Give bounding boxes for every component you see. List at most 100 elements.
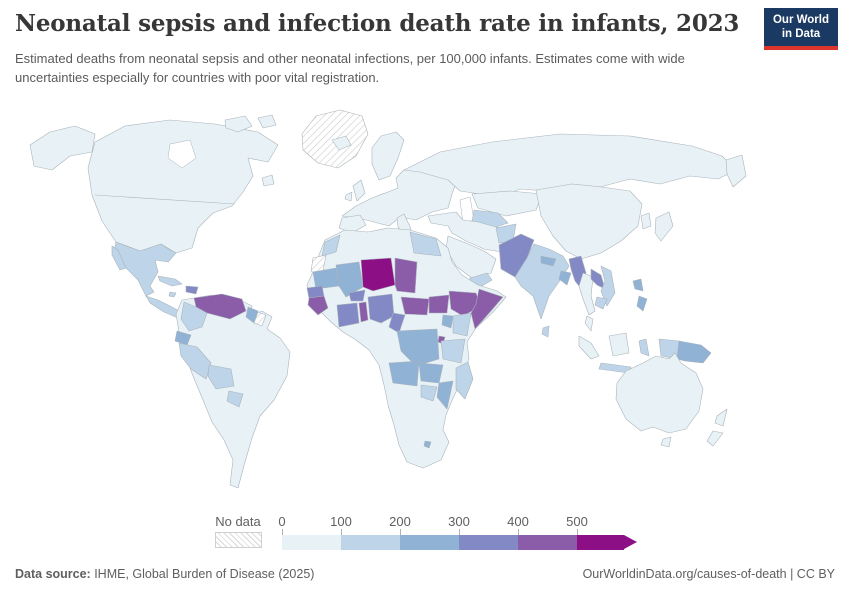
legend-tick-mark xyxy=(518,529,519,536)
country-tanzania[interactable] xyxy=(440,338,466,364)
country-papua-new-guinea[interactable] xyxy=(676,340,712,364)
country-bolivia[interactable] xyxy=(207,364,235,390)
country-zambia[interactable] xyxy=(418,362,444,384)
legend-tick-mark xyxy=(459,529,460,536)
country-haiti[interactable] xyxy=(185,285,199,295)
country-kenya[interactable] xyxy=(452,312,472,337)
region-cote-divoire-ghana[interactable] xyxy=(336,302,360,328)
legend-tick-label-400: 400 xyxy=(507,514,529,529)
country-suriname[interactable] xyxy=(253,311,267,327)
region-benin-togo[interactable] xyxy=(358,301,369,323)
country-china[interactable] xyxy=(535,183,643,260)
no-data-hatch-swatch[interactable] xyxy=(215,532,262,548)
country-philippines[interactable] xyxy=(632,278,644,292)
legend-tick-mark xyxy=(577,529,578,536)
country-new-zealand[interactable] xyxy=(714,408,728,427)
legend-bin-200-300[interactable] xyxy=(400,535,459,550)
owid-logo-line1: Our World xyxy=(772,14,829,26)
country-cuba[interactable] xyxy=(157,275,183,287)
country-mexico[interactable] xyxy=(113,241,177,297)
country-australia[interactable] xyxy=(615,352,704,434)
world-map[interactable] xyxy=(0,100,850,505)
country-morocco[interactable] xyxy=(321,234,341,257)
country-cambodia[interactable] xyxy=(594,296,608,310)
country-paraguay[interactable] xyxy=(226,390,244,408)
country-uk[interactable] xyxy=(352,179,366,202)
legend-arrow-cap xyxy=(624,535,637,549)
island-sulawesi[interactable] xyxy=(638,338,650,357)
legend-tick-mark xyxy=(400,529,401,536)
country-nigeria[interactable] xyxy=(367,293,395,324)
island-borneo[interactable] xyxy=(608,332,630,357)
footer: Data source: IHME, Global Burden of Dise… xyxy=(15,567,835,581)
region-iberia[interactable] xyxy=(338,214,367,234)
region-scandinavia[interactable] xyxy=(371,131,405,181)
country-korea[interactable] xyxy=(640,212,652,230)
country-iceland[interactable] xyxy=(331,135,352,151)
country-kazakhstan[interactable] xyxy=(471,190,543,217)
country-sri-lanka[interactable] xyxy=(541,325,550,338)
country-chad[interactable] xyxy=(394,257,418,294)
legend-tick-mark xyxy=(282,529,283,536)
country-nepal[interactable] xyxy=(540,255,557,267)
country-ireland[interactable] xyxy=(344,191,353,202)
country-dr-congo[interactable] xyxy=(396,328,440,367)
legend-tick-mark xyxy=(341,529,342,536)
legend-no-data-label: No data xyxy=(215,514,261,529)
country-madagascar[interactable] xyxy=(455,361,474,400)
legend: 0 100 200 300 400 500 xyxy=(278,514,662,556)
country-philippines[interactable] xyxy=(636,295,648,312)
us-canada-border xyxy=(94,194,236,205)
country-central-african-republic[interactable] xyxy=(400,296,430,316)
country-egypt[interactable] xyxy=(409,231,442,257)
country-guinea[interactable] xyxy=(307,295,329,316)
data-source-value: IHME, Global Burden of Disease (2025) xyxy=(90,567,315,581)
country-japan[interactable] xyxy=(654,211,674,242)
legend-bin-300-400[interactable] xyxy=(459,535,518,550)
country-somalia[interactable] xyxy=(470,288,504,330)
country-niger[interactable] xyxy=(360,257,396,292)
country-russia[interactable] xyxy=(403,133,737,198)
country-new-zealand[interactable] xyxy=(706,430,724,447)
country-burkina-faso[interactable] xyxy=(348,289,366,302)
country-mozambique[interactable] xyxy=(436,380,454,410)
country-malaysia[interactable] xyxy=(584,315,594,332)
page-title: Neonatal sepsis and infection death rate… xyxy=(15,10,740,37)
country-south-sudan[interactable] xyxy=(428,294,450,314)
country-colombia[interactable] xyxy=(180,301,208,332)
legend-tick-label-100: 100 xyxy=(330,514,352,529)
chart-subtitle: Estimated deaths from neonatal sepsis an… xyxy=(15,51,685,85)
country-canada-usa[interactable] xyxy=(87,119,279,254)
newfoundland[interactable] xyxy=(261,174,275,187)
island-tasmania[interactable] xyxy=(660,436,672,448)
country-bangladesh[interactable] xyxy=(558,270,572,286)
country-peru[interactable] xyxy=(178,342,212,380)
country-alaska[interactable] xyxy=(29,125,96,171)
region-kamchatka[interactable] xyxy=(725,154,747,188)
data-source-label: Data source: xyxy=(15,567,91,581)
country-vietnam[interactable] xyxy=(600,265,616,307)
legend-bin-400-500[interactable] xyxy=(518,535,577,550)
legend-tick-label-500: 500 xyxy=(566,514,588,529)
legend-bin-0-100[interactable] xyxy=(282,535,341,550)
legend-no-data: No data xyxy=(212,514,264,548)
country-laos[interactable] xyxy=(590,268,606,290)
region-central-america[interactable] xyxy=(145,295,182,319)
country-zimbabwe[interactable] xyxy=(420,384,438,402)
baja-california[interactable] xyxy=(111,245,127,271)
owid-logo[interactable]: Our World in Data xyxy=(764,8,838,50)
data-source: Data source: IHME, Global Burden of Dise… xyxy=(15,567,314,581)
country-jamaica[interactable] xyxy=(168,291,177,298)
country-angola[interactable] xyxy=(388,360,420,387)
legend-bin-100-200[interactable] xyxy=(341,535,400,550)
legend-tick-row: 0 100 200 300 400 500 xyxy=(278,514,662,536)
island-sumatra[interactable] xyxy=(578,335,600,360)
arctic-islands[interactable] xyxy=(224,115,253,133)
arctic-islands[interactable] xyxy=(257,114,277,129)
legend-bin-500+[interactable] xyxy=(577,535,624,550)
country-lesotho[interactable] xyxy=(423,440,432,449)
country-uganda[interactable] xyxy=(441,314,454,329)
country-mauritania[interactable] xyxy=(312,267,340,290)
attribution[interactable]: OurWorldinData.org/causes-of-death | CC … xyxy=(582,567,835,581)
